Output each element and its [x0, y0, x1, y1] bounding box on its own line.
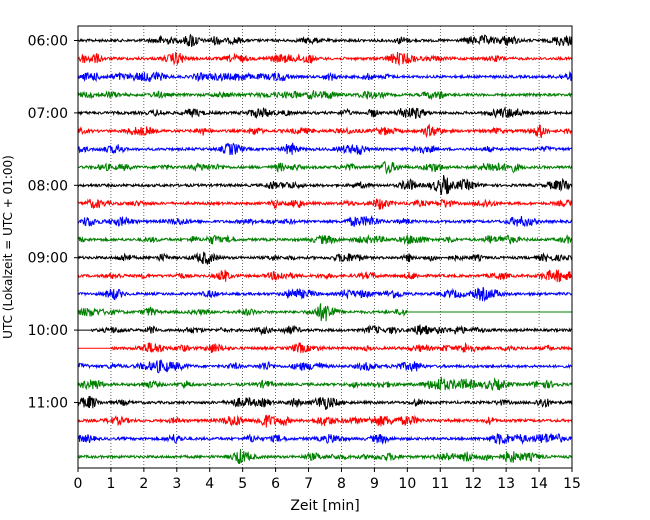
- x-tick-label: 7: [304, 476, 313, 492]
- x-tick-label: 11: [431, 476, 449, 492]
- y-tick-label: 08:00: [28, 178, 68, 194]
- y-axis-ticks: 06:00 07:00 08:00 09:00 10:00 11:00: [28, 34, 78, 412]
- trace-0700: [77, 106, 573, 120]
- x-tick-label: 9: [370, 476, 379, 492]
- x-tick-label: 15: [563, 476, 581, 492]
- x-tick-label: 6: [271, 476, 280, 492]
- trace-1015: [78, 341, 573, 354]
- x-tick-label: 3: [172, 476, 181, 492]
- trace-0845: [77, 233, 573, 246]
- x-tick-label: 4: [205, 476, 214, 492]
- x-axis-ticks: 0 1 2 3 4 5 6 7 8 9 10 11 12 13 14 15: [74, 468, 581, 492]
- trace-1000: [78, 324, 573, 336]
- y-tick-label: 10:00: [28, 323, 68, 339]
- x-tick-label: 2: [139, 476, 148, 492]
- trace-1030: [77, 359, 573, 374]
- x-tick-label: 13: [497, 476, 515, 492]
- y-tick-label: 06:00: [28, 34, 68, 50]
- x-tick-label: 8: [337, 476, 346, 492]
- x-tick-label: 5: [238, 476, 247, 492]
- x-tick-label: 1: [106, 476, 115, 492]
- x-tick-label: 0: [74, 476, 83, 492]
- trace-0815: [77, 198, 573, 210]
- trace-1145: [77, 449, 573, 465]
- trace-1100: [77, 395, 573, 410]
- trace-1130: [77, 432, 573, 446]
- trace-0600: [77, 33, 573, 48]
- trace-1115: [77, 413, 573, 428]
- x-tick-label: 12: [464, 476, 482, 492]
- y-tick-label: 11:00: [28, 396, 68, 412]
- trace-0830: [77, 214, 573, 227]
- y-axis-label: UTC (Lokalzeit = UTC + 01:00): [1, 155, 15, 339]
- x-tick-label: 14: [530, 476, 548, 492]
- trace-0800: [77, 175, 573, 195]
- trace-1045: [77, 376, 573, 392]
- trace-0745: [77, 160, 573, 175]
- trace-0915: [77, 268, 573, 283]
- trace-0945: [77, 303, 572, 322]
- seismogram-traces: [77, 33, 573, 465]
- trace-0730: [77, 142, 573, 156]
- trace-0930: [77, 286, 573, 303]
- x-tick-label: 10: [398, 476, 416, 492]
- x-axis-label: Zeit [min]: [290, 498, 359, 514]
- trace-0615: [77, 51, 573, 67]
- plot-frame: [77, 25, 573, 469]
- trace-0630: [77, 71, 573, 83]
- trace-0900: [77, 251, 573, 265]
- trace-0715: [77, 123, 573, 139]
- y-tick-label: 07:00: [28, 106, 68, 122]
- trace-0645: [77, 90, 573, 101]
- y-tick-label: 09:00: [28, 251, 68, 267]
